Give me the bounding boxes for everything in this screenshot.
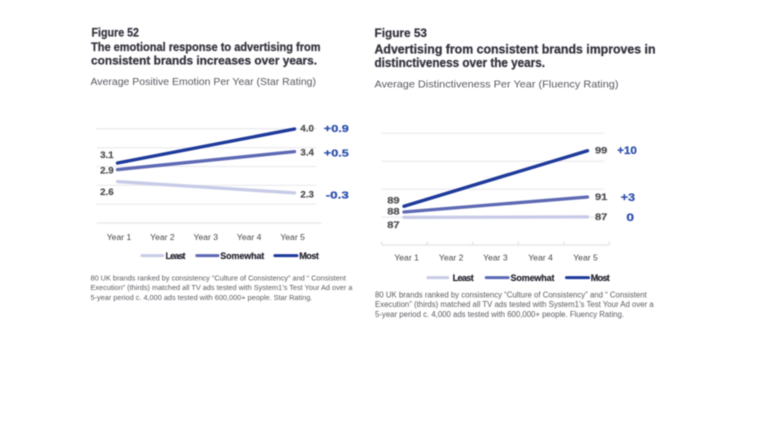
svg-text:Most: Most — [591, 273, 610, 283]
svg-text:Figure 53: Figure 53 — [375, 26, 428, 40]
svg-text:+3: +3 — [621, 192, 636, 204]
svg-text:88: 88 — [387, 207, 400, 217]
svg-text:3.1: 3.1 — [100, 150, 114, 159]
svg-text:91: 91 — [595, 193, 608, 203]
svg-text:Least: Least — [453, 273, 474, 283]
svg-text:4.0: 4.0 — [300, 124, 314, 133]
svg-text:3.4: 3.4 — [300, 148, 314, 157]
svg-text:99: 99 — [595, 146, 608, 156]
svg-text:Somewhat: Somewhat — [511, 273, 555, 283]
svg-text:distinctiveness over the years: distinctiveness over the years. — [375, 56, 546, 70]
svg-text:Year 1: Year 1 — [107, 232, 132, 242]
svg-text:Year 5: Year 5 — [280, 232, 305, 242]
svg-text:Year 4: Year 4 — [528, 253, 553, 263]
svg-text:2.3: 2.3 — [300, 190, 314, 199]
svg-text:+0.9: +0.9 — [324, 124, 349, 135]
svg-text:80 UK brands ranked by consist: 80 UK brands ranked by consistency “Cult… — [91, 273, 346, 282]
svg-text:Average Positive Emotion Per Y: Average Positive Emotion Per Year (Star … — [91, 77, 317, 88]
svg-text:Execution” (thirds) matched al: Execution” (thirds) matched all TV ads t… — [375, 300, 654, 309]
svg-text:Advertising from consistent br: Advertising from consistent brands impro… — [375, 42, 656, 56]
svg-text:Year 3: Year 3 — [194, 232, 219, 242]
svg-text:Year 5: Year 5 — [573, 253, 598, 263]
svg-text:2.9: 2.9 — [100, 166, 114, 175]
svg-text:consistent brands increases ov: consistent brands increases over years. — [91, 53, 317, 67]
svg-text:Execution” (thirds) matched al: Execution” (thirds) matched all TV ads t… — [91, 283, 354, 292]
svg-text:Average Distinctiveness Per Ye: Average Distinctiveness Per Year (Fluenc… — [375, 78, 619, 90]
svg-text:+0.5: +0.5 — [324, 148, 350, 159]
svg-text:Somewhat: Somewhat — [220, 251, 264, 261]
svg-text:87: 87 — [595, 213, 608, 223]
svg-text:0: 0 — [626, 212, 634, 224]
svg-text:89: 89 — [387, 196, 400, 206]
svg-text:87: 87 — [387, 221, 400, 231]
svg-text:Least: Least — [166, 251, 186, 261]
svg-text:5-year period c. 4,000 ads tes: 5-year period c. 4,000 ads tested with 6… — [91, 293, 313, 302]
svg-text:Year 2: Year 2 — [150, 232, 175, 242]
svg-text:Year 4: Year 4 — [237, 232, 262, 242]
svg-text:2.6: 2.6 — [100, 187, 114, 196]
svg-text:Year 3: Year 3 — [483, 253, 508, 263]
svg-text:The emotional response to adve: The emotional response to advertising fr… — [91, 40, 321, 54]
svg-text:-0.3: -0.3 — [326, 189, 349, 201]
svg-text:Year 1: Year 1 — [394, 253, 419, 263]
svg-text:Year 2: Year 2 — [439, 253, 464, 263]
svg-text:Most: Most — [299, 251, 319, 261]
svg-text:Figure 52: Figure 52 — [92, 27, 140, 39]
svg-text:+10: +10 — [617, 146, 637, 157]
svg-text:80 UK brands ranked by consist: 80 UK brands ranked by consistency “Cult… — [375, 290, 648, 299]
svg-text:5-year period c. 4,000 ads tes: 5-year period c. 4,000 ads tested with 6… — [375, 310, 624, 319]
